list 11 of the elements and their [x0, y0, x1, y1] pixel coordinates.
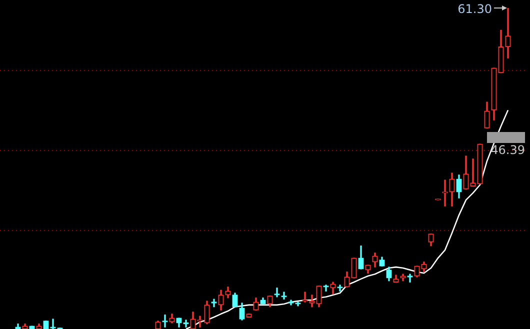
candlestick — [309, 294, 315, 308]
candlestick — [407, 274, 413, 282]
candlestick — [274, 288, 280, 298]
annotation: 61.30 — [458, 2, 492, 16]
candlestick — [470, 158, 476, 186]
annotation: 46.39 — [490, 143, 525, 157]
candlestick — [505, 8, 511, 58]
candlestick — [302, 292, 308, 302]
candlestick — [162, 314, 168, 328]
candlestick — [50, 318, 56, 329]
candlestick — [197, 316, 203, 328]
